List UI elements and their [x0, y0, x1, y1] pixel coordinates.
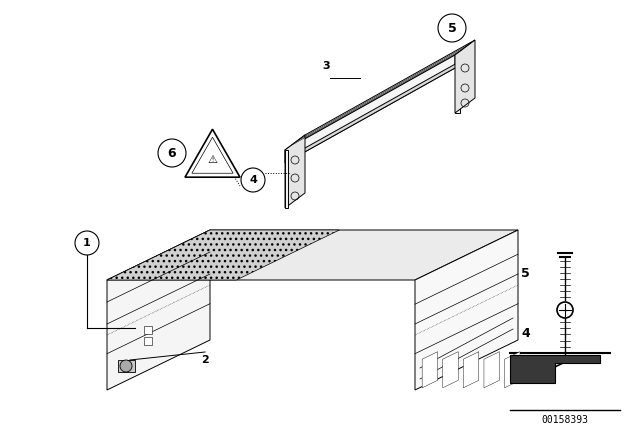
Text: ⚠: ⚠	[207, 155, 218, 165]
Text: 2: 2	[201, 355, 209, 365]
Polygon shape	[285, 150, 288, 208]
Polygon shape	[107, 230, 210, 390]
Text: 1: 1	[83, 238, 91, 248]
Text: 3: 3	[322, 61, 330, 71]
Circle shape	[241, 168, 265, 192]
Polygon shape	[415, 230, 518, 390]
Polygon shape	[484, 352, 499, 388]
Polygon shape	[422, 352, 438, 388]
Polygon shape	[285, 53, 475, 163]
Polygon shape	[107, 230, 339, 280]
Polygon shape	[285, 40, 475, 150]
Text: 4: 4	[521, 327, 530, 340]
Text: 6: 6	[168, 146, 176, 159]
Circle shape	[120, 360, 132, 372]
Text: 5: 5	[521, 267, 530, 280]
Bar	[144, 326, 152, 333]
Polygon shape	[455, 40, 475, 113]
Circle shape	[75, 231, 99, 255]
Bar	[144, 336, 152, 345]
Polygon shape	[285, 135, 305, 208]
Text: 00158393: 00158393	[541, 415, 589, 425]
Polygon shape	[510, 355, 600, 383]
Polygon shape	[185, 129, 240, 177]
Polygon shape	[455, 55, 460, 113]
Polygon shape	[285, 55, 455, 163]
Circle shape	[438, 14, 466, 42]
Text: 5: 5	[447, 22, 456, 34]
Polygon shape	[443, 352, 458, 388]
Polygon shape	[118, 360, 135, 372]
Circle shape	[158, 139, 186, 167]
Polygon shape	[504, 352, 520, 388]
Polygon shape	[107, 230, 518, 280]
Polygon shape	[463, 352, 479, 388]
Text: 4: 4	[249, 175, 257, 185]
